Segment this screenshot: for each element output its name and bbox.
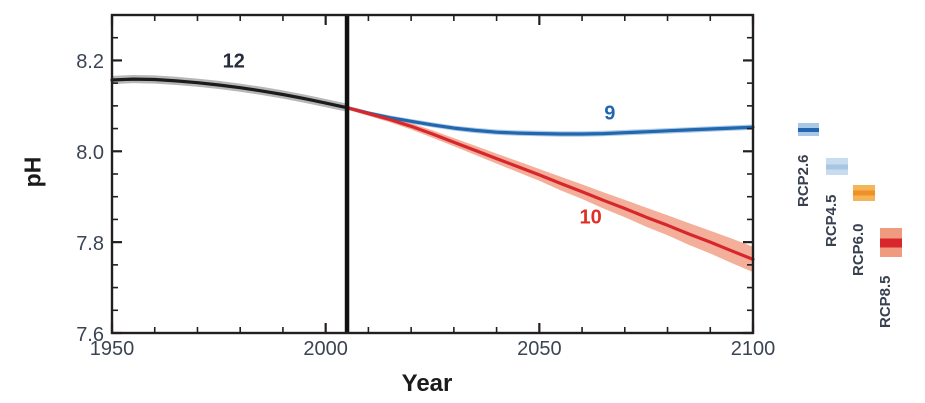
y-axis-title: pH — [19, 156, 46, 188]
line-historical — [110, 77, 349, 110]
y-tick-label-8.2: 8.2 — [76, 51, 104, 74]
x-tick-label-1950: 1950 — [89, 338, 135, 360]
annotation-RCP2.6: 9 — [604, 102, 616, 125]
legend-line-rcp60 — [853, 190, 875, 196]
legend-line-rcp85 — [880, 238, 902, 247]
x-tick-label-2050: 2050 — [517, 338, 562, 360]
band-RCP2.6 — [347, 105, 753, 137]
plot-frame — [110, 13, 755, 335]
legend-line-rcp26 — [798, 127, 819, 132]
y-tick-label-8.0: 8.0 — [76, 142, 104, 165]
legend-label-rcp60: RCP6.0 — [850, 223, 867, 276]
line-RCP8.5 — [345, 106, 755, 261]
annotation-historical: 12 — [222, 50, 245, 73]
x-tick-label-2000: 2000 — [303, 338, 348, 360]
legend-swatch-rcp85 — [880, 228, 902, 257]
legend-swatch-rcp60 — [853, 185, 875, 201]
y-tick-label-7.8: 7.8 — [76, 233, 104, 256]
legend-line-rcp45 — [826, 164, 848, 169]
band-historical — [112, 75, 347, 112]
legend-swatch-rcp45 — [826, 158, 848, 175]
legend-label-rcp26: RCP2.6 — [795, 154, 812, 207]
annotation-RCP8.5: 10 — [579, 206, 602, 229]
x-tick-label-2100: 2100 — [730, 338, 776, 360]
line-RCP2.6 — [345, 106, 755, 136]
legend-label-rcp45: RCP4.5 — [823, 194, 840, 247]
y-tick-label-7.6: 7.6 — [76, 324, 104, 346]
legend-swatch-rcp26 — [798, 123, 819, 136]
x-axis-title: Year — [401, 370, 453, 397]
legend-label-rcp85: RCP8.5 — [877, 275, 894, 328]
